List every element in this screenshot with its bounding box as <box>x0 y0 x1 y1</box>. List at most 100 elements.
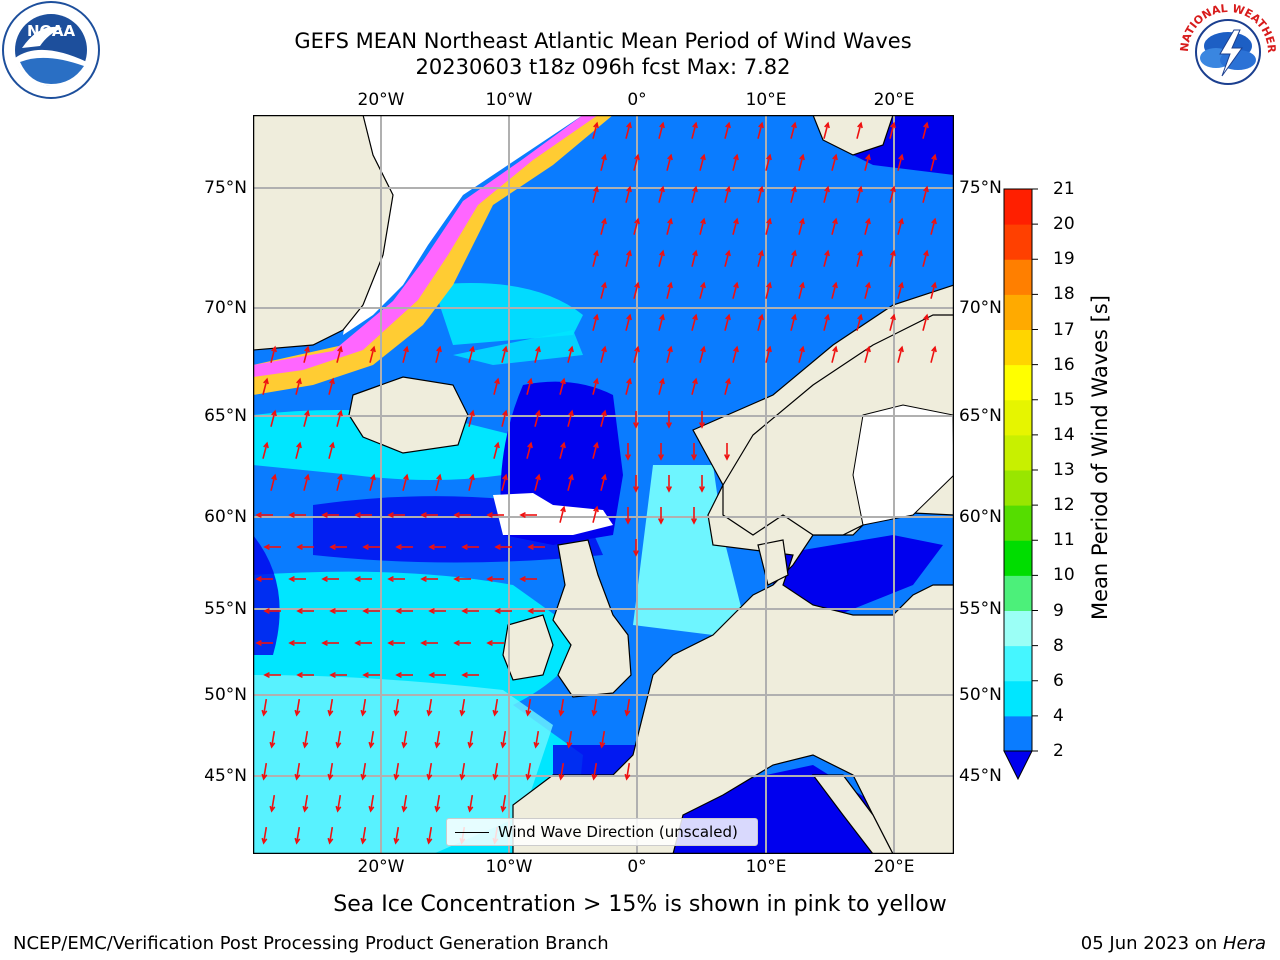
wind-arrow-head <box>632 422 640 429</box>
wind-arrow-head <box>304 473 310 481</box>
wind-arrow-head <box>667 217 673 225</box>
wind-arrow <box>534 475 540 491</box>
wind-arrow <box>625 762 631 780</box>
wind-arrow-head <box>634 153 640 161</box>
wind-arrow-head <box>393 773 400 781</box>
wind-arrow-head <box>799 281 805 289</box>
wind-arrow <box>831 219 837 235</box>
wind-arrow <box>625 698 631 716</box>
wind-arrow <box>889 123 895 139</box>
wind-arrow-head <box>931 281 937 289</box>
wind-arrow-head <box>467 741 474 749</box>
wind-arrow <box>468 794 474 812</box>
wind-arrow <box>402 730 408 748</box>
wind-arrow-head <box>426 837 433 845</box>
wind-arrow <box>303 730 309 748</box>
wind-arrow-head <box>395 607 402 615</box>
wind-arrow-head <box>725 185 731 193</box>
wind-arrow <box>922 123 928 139</box>
wind-arrow-head <box>601 473 607 481</box>
wind-arrow-head <box>527 377 533 385</box>
colorbar-segment <box>1004 294 1032 330</box>
colorbar-tick-label: 14 <box>1053 424 1075 445</box>
wind-arrow <box>823 251 829 267</box>
wind-arrow <box>633 219 639 235</box>
lat-tick-left: 55°N <box>204 599 247 619</box>
colorbar-tick-label: 18 <box>1053 284 1075 305</box>
wind-arrow <box>823 123 829 139</box>
wind-arrow-head <box>692 249 698 257</box>
lat-tick-right: 75°N <box>959 178 1002 198</box>
wind-arrow-head <box>327 837 334 845</box>
wind-arrow <box>295 698 301 716</box>
wind-arrow-head <box>535 345 541 353</box>
wind-arrow-head <box>337 345 343 353</box>
wind-arrow <box>699 347 705 363</box>
noaa-logo: NOAA <box>2 1 100 99</box>
wind-arrow <box>592 507 598 523</box>
wind-arrow <box>262 698 268 716</box>
wind-arrow-head <box>329 607 336 615</box>
wind-arrow-head <box>420 575 427 583</box>
wind-arrow-head <box>362 543 369 551</box>
lat-tick-left: 60°N <box>204 507 247 527</box>
wind-arrow-head <box>632 486 640 493</box>
wind-arrow <box>295 826 301 844</box>
wind-arrow-head <box>255 575 262 583</box>
wind-arrow-head <box>525 773 532 781</box>
colorbar-tick-label: 10 <box>1053 565 1075 586</box>
wind-arrow-head <box>733 217 739 225</box>
wind-arrow-head <box>533 741 540 749</box>
legend-label: Wind Wave Direction (unscaled) <box>498 823 738 841</box>
wind-arrow <box>559 443 565 459</box>
wind-arrow-head <box>700 281 706 289</box>
wind-arrow-head <box>428 607 435 615</box>
wind-arrow <box>559 698 565 716</box>
wind-arrow <box>765 155 771 171</box>
wind-arrow-head <box>890 121 896 129</box>
wind-arrow-head <box>624 709 631 717</box>
wind-arrow <box>270 347 276 363</box>
wind-arrow <box>691 123 697 139</box>
lon-tick-top: 0° <box>627 90 647 110</box>
wind-arrow-head <box>857 313 863 321</box>
wind-arrow-head <box>931 217 937 225</box>
wind-arrow-head <box>461 607 468 615</box>
wind-arrow <box>402 475 408 491</box>
wind-arrow-head <box>263 441 269 449</box>
wind-arrow <box>559 379 565 395</box>
wind-arrow-head <box>255 639 262 647</box>
wind-arrow-head <box>527 441 533 449</box>
wind-arrow-head <box>865 217 871 225</box>
wind-arrow <box>369 475 375 491</box>
wind-arrow-head <box>354 511 361 519</box>
wind-arrow-head <box>360 837 367 845</box>
wind-arrow-head <box>494 543 501 551</box>
wind-arrow <box>592 698 598 716</box>
wind-arrow-head <box>824 185 830 193</box>
wind-arrow <box>303 794 309 812</box>
wind-arrow <box>889 315 895 331</box>
colorbar-extend-under <box>1003 750 1033 781</box>
lat-tick-right: 50°N <box>959 685 1002 705</box>
wind-arrow-head <box>659 249 665 257</box>
wind-arrow-head <box>832 217 838 225</box>
wind-arrow <box>930 155 936 171</box>
footer-right: 05 Jun 2023 on Hera <box>1081 933 1266 955</box>
wind-arrow <box>328 762 334 780</box>
wind-arrow-head <box>426 773 433 781</box>
wind-arrow <box>864 155 870 171</box>
sea-ice <box>343 115 583 335</box>
wind-arrow-head <box>791 185 797 193</box>
colorbar-segment <box>1004 399 1032 436</box>
footer-left: NCEP/EMC/Verification Post Processing Pr… <box>13 933 609 954</box>
colorbar-segment <box>1004 470 1032 506</box>
wind-arrow <box>526 379 532 395</box>
wind-arrow-head <box>335 805 342 813</box>
wind-arrow <box>765 283 771 299</box>
wind-arrow-head <box>799 345 805 353</box>
wind-arrow <box>559 507 565 523</box>
wind-arrow <box>699 155 705 171</box>
wind-arrow-head <box>492 709 499 717</box>
wind-arrow <box>534 730 540 748</box>
